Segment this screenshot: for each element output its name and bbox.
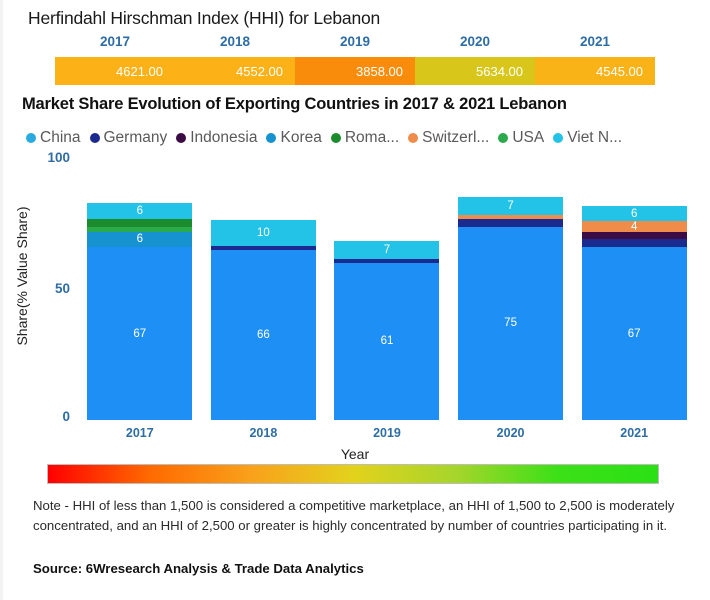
legend-dot-icon — [330, 133, 341, 143]
x-tick-2021: 2021 — [620, 426, 649, 440]
legend-item-label: Korea — [280, 129, 322, 146]
stacked-bar[interactable]: 6 6 67 — [87, 203, 193, 420]
bar-segment — [581, 239, 687, 248]
y-tick-0: 0 — [62, 409, 70, 424]
bar-column-2020: 7 75 — [449, 162, 573, 420]
legend-item[interactable]: Korea — [266, 129, 322, 147]
legend-item-label: China — [40, 129, 81, 146]
legend-item[interactable]: Switzerl... — [408, 129, 489, 147]
legend-item-label: Indonesia — [190, 129, 258, 146]
bar-segment: 67 — [87, 247, 193, 420]
bar-segment: 6 — [87, 231, 193, 248]
bar-segment: 75 — [458, 226, 564, 420]
x-tick-2019: 2019 — [373, 426, 401, 440]
hhi-year-2019: 2019 — [339, 34, 371, 49]
chart-legend[interactable]: China Germany Indonesia Korea Roma... Switzer… — [26, 127, 710, 149]
bar-segment: 6 — [87, 203, 193, 219]
plot-area: Share(% Value Share) 100 50 0 6 6 67 10 66 7 6… — [0, 150, 710, 462]
bar-column-2017: 6 6 67 — [78, 162, 202, 420]
stacked-bar[interactable]: 6 4 67 — [581, 205, 687, 420]
bar-segment: 7 — [334, 240, 440, 259]
bar-segment — [458, 214, 564, 219]
legend-item-label: Roma... — [344, 129, 400, 146]
bar-column-2018: 10 66 — [202, 162, 326, 420]
footer-source: Source: 6Wresearch Analysis & Trade Data… — [33, 561, 364, 576]
bar-segment: 67 — [581, 247, 687, 420]
bar-column-2021: 6 4 67 — [572, 162, 696, 420]
stacked-bars: 6 6 67 10 66 7 61 7 75 6 4 67 — [78, 162, 696, 420]
x-axis-ticks: 2017 2018 2019 2020 2021 — [78, 426, 696, 440]
legend-dot-icon — [408, 133, 419, 143]
bar-segment — [87, 218, 193, 227]
hhi-year-2021: 2021 — [579, 34, 611, 49]
bar-segment — [210, 245, 316, 250]
legend-dot-icon — [266, 133, 277, 143]
market-share-title: Market Share Evolution of Exporting Coun… — [22, 95, 567, 113]
stacked-bar[interactable]: 7 75 — [458, 196, 564, 420]
bar-segment: 6 — [581, 205, 687, 222]
hhi-value-cell-2021: 4545.00 — [535, 57, 655, 85]
legend-dot-icon — [176, 133, 187, 143]
hhi-value-bar: 4621.00 4552.00 3858.00 5634.00 4545.00 — [55, 57, 655, 85]
hhi-value-cell-2020: 5634.00 — [415, 57, 535, 85]
stacked-bar[interactable]: 10 66 — [210, 220, 316, 420]
footer-note: Note - HHI of less than 1,500 is conside… — [33, 498, 675, 533]
legend-dot-icon — [26, 133, 36, 143]
bar-segment: 61 — [334, 262, 440, 420]
legend-item-label: Germany — [103, 129, 168, 146]
legend-item-label: Switzerl... — [422, 129, 490, 146]
hhi-value-cell-2017: 4621.00 — [55, 57, 175, 85]
legend-item[interactable]: Roma... — [330, 129, 400, 147]
bar-segment: 4 — [581, 221, 687, 232]
x-tick-2017: 2017 — [125, 426, 154, 440]
hhi-year-header: 2017 2018 2019 2020 2021 — [55, 34, 655, 54]
legend-item-label: USA — [512, 129, 545, 146]
stacked-bar[interactable]: 7 61 — [334, 240, 440, 420]
legend-item[interactable]: Viet N... — [553, 129, 622, 147]
hhi-title: Herfindahl Hirschman Index (HHI) for Leb… — [28, 8, 381, 28]
x-tick-2020: 2020 — [496, 426, 525, 440]
legend-dot-icon — [553, 133, 564, 143]
legend-item[interactable]: Germany — [89, 129, 168, 147]
hhi-value-cell-2018: 4552.00 — [175, 57, 295, 85]
legend-item[interactable]: China — [26, 129, 81, 147]
bar-segment — [334, 258, 440, 263]
legend-dot-icon — [498, 133, 509, 143]
hhi-year-2017: 2017 — [99, 34, 131, 49]
bar-segment — [458, 218, 564, 227]
bar-column-2019: 7 61 — [325, 162, 449, 420]
left-edge-strip — [0, 0, 3, 600]
legend-item-label: Viet N... — [567, 129, 623, 146]
bar-segment: 7 — [458, 196, 564, 215]
bar-segment — [87, 226, 193, 232]
x-tick-2018: 2018 — [249, 426, 278, 440]
bar-segment: 66 — [210, 249, 316, 420]
y-axis-label: Share(% Value Share) — [14, 206, 30, 346]
hhi-year-2018: 2018 — [219, 34, 251, 49]
hhi-year-2020: 2020 — [459, 34, 491, 49]
bar-segment: 10 — [210, 220, 316, 246]
hhi-value-cell-2019: 3858.00 — [295, 57, 415, 85]
y-tick-50: 50 — [54, 281, 70, 296]
bar-segment — [581, 231, 687, 240]
hhi-gradient-scale — [47, 464, 659, 484]
legend-dot-icon — [89, 133, 100, 143]
x-axis-label: Year — [340, 446, 370, 462]
y-tick-100: 100 — [47, 150, 70, 165]
legend-item[interactable]: Indonesia — [176, 129, 257, 147]
legend-item[interactable]: USA — [498, 129, 544, 147]
